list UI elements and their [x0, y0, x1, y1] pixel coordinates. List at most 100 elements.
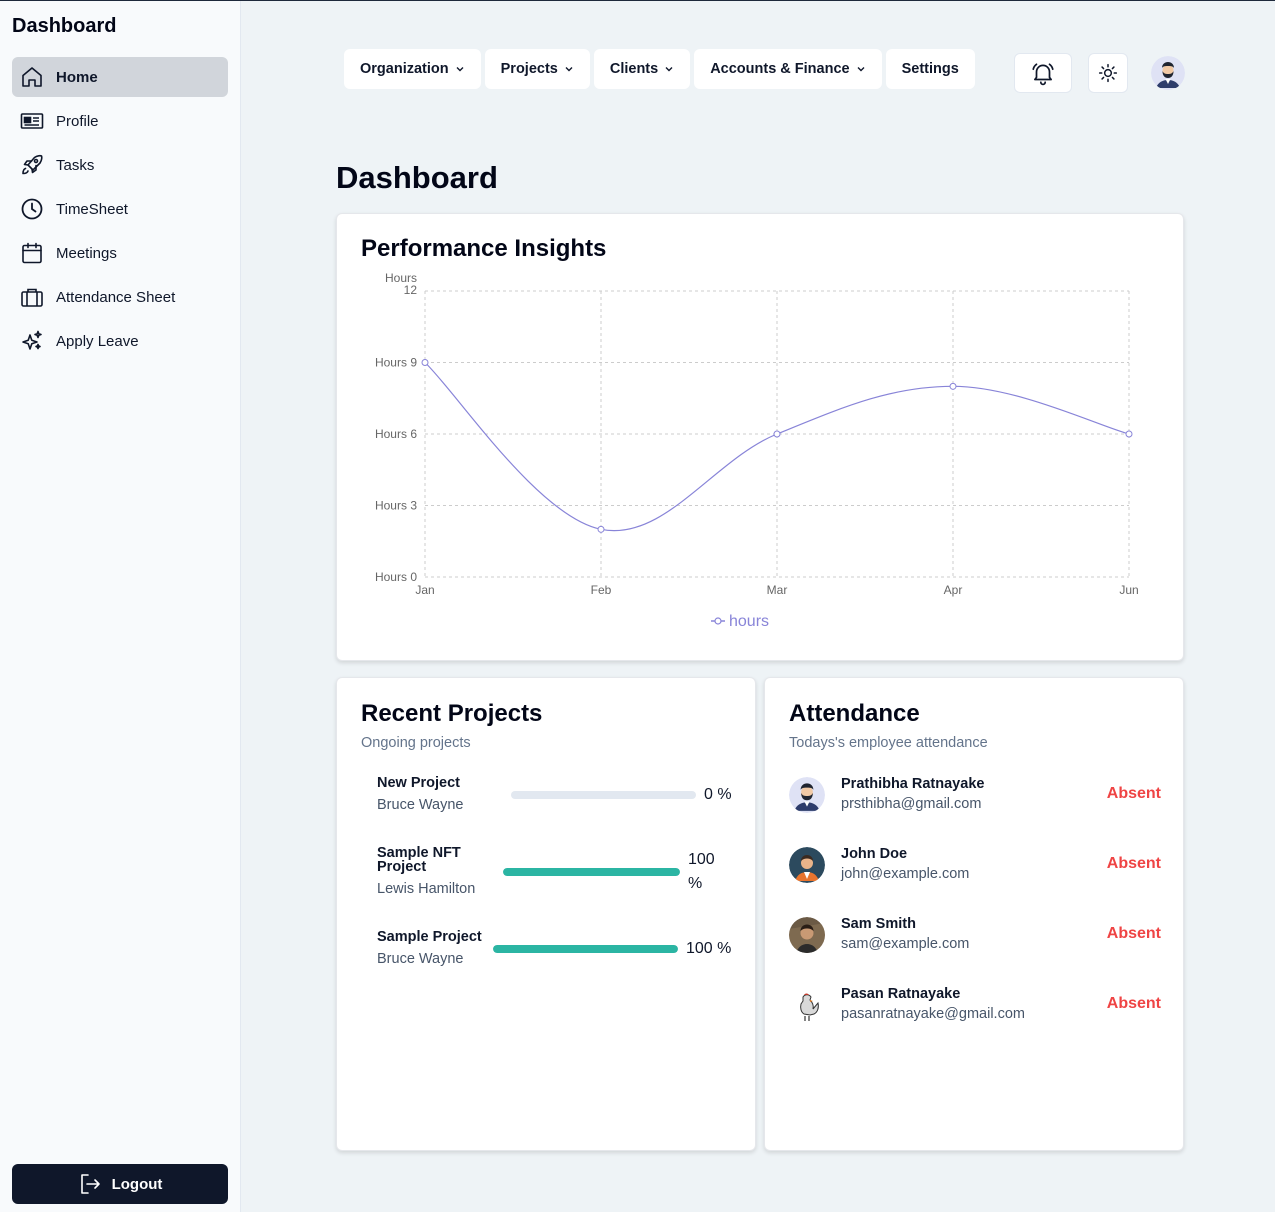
project-name: New Project [377, 775, 460, 791]
project-info: Sample NFT Project Lewis Hamilton [377, 846, 487, 897]
sun-icon [1098, 63, 1118, 83]
sidebar-item-label: Attendance Sheet [56, 288, 176, 306]
avatar [789, 777, 825, 813]
y-tick-label: Hours 9 [375, 356, 417, 370]
nav-accounts-finance-dropdown[interactable]: Accounts & Finance [694, 49, 882, 89]
sidebar-title: Dashboard [12, 15, 117, 37]
theme-toggle-button[interactable] [1088, 53, 1128, 93]
nav-organization-dropdown[interactable]: Organization [344, 49, 481, 89]
rocket-icon [20, 153, 44, 177]
project-owner: Bruce Wayne [377, 797, 464, 813]
progress-label: 0 % [704, 786, 732, 803]
chevron-down-icon [665, 67, 673, 72]
nav-projects-dropdown[interactable]: Projects [484, 49, 590, 89]
card-subtitle: Todays's employee attendance [789, 735, 988, 751]
employee-name: Sam Smith [841, 916, 916, 932]
project-name: Sample Project [377, 929, 482, 945]
data-point [597, 525, 605, 533]
sidebar-item-label: TimeSheet [56, 200, 128, 218]
y-tick-label: Hours [385, 271, 417, 285]
progress-bar-fill [503, 868, 680, 876]
sidebar: Dashboard Home Profile Tasks TimeSheet [0, 1, 241, 1212]
attendance-row[interactable]: Pasan Ratnayake pasanratnayake@gmail.com… [789, 986, 1161, 1027]
nav-clients-dropdown[interactable]: Clients [593, 49, 691, 89]
x-tick-label: Feb [591, 583, 612, 597]
notifications-button[interactable] [1014, 53, 1072, 93]
project-info: Sample Project Bruce Wayne [377, 930, 482, 967]
sidebar-item-home[interactable]: Home [12, 57, 228, 97]
card-title: Performance Insights [361, 235, 607, 262]
attendance-row[interactable]: John Doe john@example.com Absent [789, 846, 1161, 887]
bell-icon [1032, 63, 1054, 86]
sidebar-item-tasks[interactable]: Tasks [12, 145, 228, 185]
sidebar-item-timesheet[interactable]: TimeSheet [12, 189, 228, 229]
project-info: New Project Bruce Wayne [377, 776, 464, 813]
x-tick-label: Jun [1119, 583, 1138, 597]
sidebar-item-label: Meetings [56, 244, 117, 262]
status-badge: Absent [1106, 995, 1161, 1012]
employee-email: sam@example.com [841, 936, 970, 952]
nav-label: Accounts & Finance [710, 61, 850, 77]
sidebar-nav: Home Profile Tasks TimeSheet Meetings [12, 57, 228, 365]
avatar [789, 917, 825, 953]
sidebar-item-apply-leave[interactable]: Apply Leave [12, 321, 228, 361]
employee-email: pasanratnayake@gmail.com [841, 1006, 1025, 1022]
avatar-illustration [1151, 56, 1185, 90]
employee-name: Prathibha Ratnayake [841, 776, 985, 792]
logout-label: Logout [111, 1175, 163, 1193]
sidebar-item-label: Apply Leave [56, 332, 139, 350]
y-tick-label: Hours 6 [375, 427, 417, 441]
logout-button[interactable]: Logout [12, 1164, 228, 1204]
x-tick-label: Jan [415, 583, 434, 597]
calendar-icon [20, 241, 44, 265]
data-point [773, 430, 781, 438]
window-top-border [0, 0, 1275, 1]
sidebar-item-meetings[interactable]: Meetings [12, 233, 228, 273]
home-icon [20, 65, 44, 89]
recent-projects-card: Recent Projects Ongoing projects New Pro… [336, 677, 756, 1151]
status-badge: Absent [1106, 785, 1161, 802]
card-title: Attendance [789, 700, 920, 727]
project-owner: Bruce Wayne [377, 951, 464, 967]
attendance-row[interactable]: Sam Smith sam@example.com Absent [789, 916, 1161, 957]
progress-label: 100 % [686, 940, 732, 957]
nav-label: Projects [500, 61, 558, 77]
top-nav: Organization Projects Clients Accounts &… [344, 49, 975, 89]
card-subtitle: Ongoing projects [361, 735, 471, 751]
avatar [789, 987, 825, 1023]
data-point [1125, 430, 1133, 438]
chevron-down-icon [456, 67, 464, 72]
data-point [949, 382, 957, 390]
employee-name: Pasan Ratnayake [841, 986, 961, 1002]
page-title: Dashboard [336, 160, 498, 195]
nav-settings[interactable]: Settings [885, 49, 975, 89]
chevron-down-icon [565, 67, 573, 72]
nav-label: Organization [360, 61, 449, 77]
y-tick-label: 12 [404, 283, 418, 297]
logout-icon [78, 1172, 102, 1196]
card-title: Recent Projects [361, 700, 543, 727]
progress-bar [503, 868, 680, 876]
progress-bar [511, 791, 696, 799]
user-avatar[interactable] [1151, 56, 1185, 90]
progress-bar [493, 945, 678, 953]
sidebar-item-attendance-sheet[interactable]: Attendance Sheet [12, 277, 228, 317]
nav-label: Clients [609, 61, 659, 77]
y-tick-label: Hours 3 [375, 499, 417, 513]
sidebar-item-profile[interactable]: Profile [12, 101, 228, 141]
sparkles-icon [20, 329, 44, 353]
project-name: Sample NFT Project [377, 845, 461, 875]
attendance-row[interactable]: Prathibha Ratnayake prsthibha@gmail.com … [789, 776, 1161, 817]
status-badge: Absent [1106, 925, 1161, 942]
data-point [421, 359, 429, 366]
employee-name: John Doe [841, 846, 908, 862]
status-badge: Absent [1106, 855, 1161, 872]
avatar [789, 847, 825, 883]
progress-bar-fill [493, 945, 678, 953]
project-owner: Lewis Hamilton [377, 881, 476, 897]
id-card-icon [20, 109, 44, 133]
nav-label: Settings [901, 61, 959, 77]
sidebar-item-label: Profile [56, 112, 99, 130]
progress-label: 100 % [688, 851, 715, 892]
